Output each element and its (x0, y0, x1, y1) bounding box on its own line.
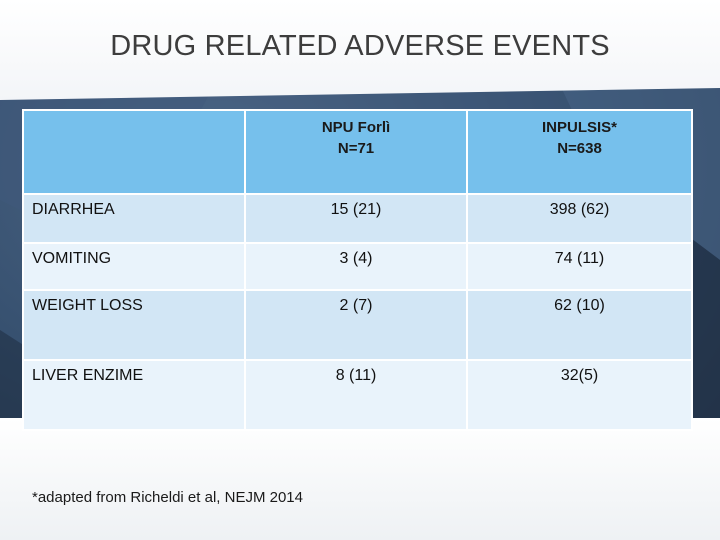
inpulsis-value: 32(5) (466, 359, 693, 431)
npu-value: 8 (11) (244, 359, 468, 431)
table-header-row: NPU Forlì N=71 INPULSIS* N=638 (22, 109, 693, 195)
inpulsis-value: 398 (62) (466, 193, 693, 244)
table-row: VOMITING 3 (4) 74 (11) (22, 242, 693, 291)
table-row: DIARRHEA 15 (21) 398 (62) (22, 193, 693, 244)
header-npu-n: N=71 (337, 140, 375, 157)
header-npu-forli: NPU Forlì N=71 (244, 109, 468, 195)
slide-title: DRUG RELATED ADVERSE EVENTS (110, 30, 610, 62)
npu-value: 2 (7) (244, 289, 468, 361)
npu-value: 15 (21) (244, 193, 468, 244)
table-row: WEIGHT LOSS 2 (7) 62 (10) (22, 289, 693, 361)
header-inpulsis-n: N=638 (557, 140, 602, 157)
event-label: WEIGHT LOSS (22, 289, 246, 361)
footer-panel (0, 418, 720, 540)
header-empty-cell (22, 109, 246, 195)
footnote: *adapted from Richeldi et al, NEJM 2014 (32, 489, 303, 506)
event-label: LIVER ENZIME (22, 359, 246, 431)
header-npu-name: NPU Forlì (321, 119, 391, 136)
adverse-events-table: NPU Forlì N=71 INPULSIS* N=638 DIARRHEA … (22, 109, 693, 431)
event-label: VOMITING (22, 242, 246, 291)
header-inpulsis-name: INPULSIS* (541, 119, 617, 136)
title-banner (0, 0, 720, 100)
header-inpulsis: INPULSIS* N=638 (466, 109, 693, 195)
npu-value: 3 (4) (244, 242, 468, 291)
inpulsis-value: 74 (11) (466, 242, 693, 291)
table-row: LIVER ENZIME 8 (11) 32(5) (22, 359, 693, 431)
event-label: DIARRHEA (22, 193, 246, 244)
inpulsis-value: 62 (10) (466, 289, 693, 361)
